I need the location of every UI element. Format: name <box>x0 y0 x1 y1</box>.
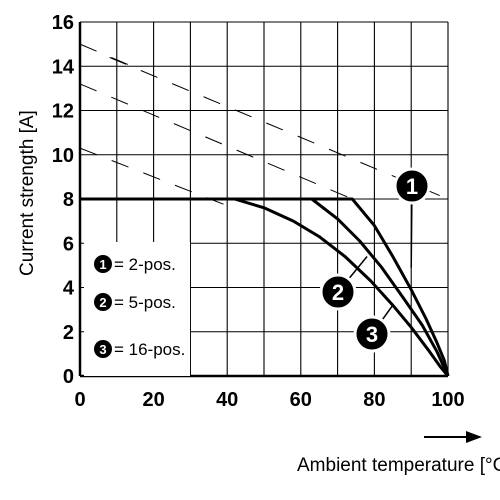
callout-number: 1 <box>406 174 418 199</box>
callout-badge-2 <box>319 273 357 311</box>
dashed-guide-line <box>79 83 353 200</box>
callout-number: 3 <box>366 322 378 347</box>
y-axis-title: Current strength [A] <box>17 110 38 276</box>
y-tick-label: 10 <box>52 145 74 167</box>
y-tick-label: 0 <box>63 366 74 388</box>
x-tick-label: 20 <box>142 389 164 411</box>
x-tick-labels: 0 20 40 60 80 100 <box>74 389 464 411</box>
legend-badge-2 <box>94 293 112 311</box>
y-tick-labels: 0 2 4 6 8 10 12 14 16 <box>52 12 75 388</box>
series-line-2 <box>80 197 450 377</box>
legend-badge-number: 1 <box>99 257 106 272</box>
legend-badge-1 <box>94 255 112 273</box>
curve-callouts: 1 23 <box>319 167 431 353</box>
x-tick-label: 40 <box>216 389 238 411</box>
legend: 1 = 2-pos. 2 = 5-pos. 3 = 16-pos. <box>84 242 190 376</box>
y-tick-label: 2 <box>63 322 74 344</box>
legend-label: = 16-pos. <box>114 340 185 359</box>
dashed-guide-line <box>109 56 449 200</box>
x-tick-label: 0 <box>74 389 85 411</box>
legend-badge-number: 2 <box>99 295 106 310</box>
y-tick-label: 12 <box>52 101 74 123</box>
legend-label: = 2-pos. <box>114 255 176 274</box>
callout-number: 2 <box>332 280 344 305</box>
legend-label: = 5-pos. <box>114 293 176 312</box>
x-axis-arrow <box>424 431 482 443</box>
dashed-guide-line <box>79 43 143 72</box>
legend-badge-number: 3 <box>99 342 106 357</box>
callout-badge-3 <box>353 315 391 353</box>
x-tick-label: 80 <box>363 389 385 411</box>
y-tick-label: 16 <box>52 12 74 34</box>
series-line-1 <box>80 197 450 377</box>
x-axis-title: Ambient temperature [°C] <box>297 455 500 476</box>
callout-badge-1 <box>393 167 431 205</box>
dashed-guide-line <box>79 147 228 207</box>
x-tick-label: 60 <box>290 389 312 411</box>
y-tick-label: 4 <box>63 278 75 300</box>
legend-badge-3 <box>94 340 112 358</box>
y-tick-label: 6 <box>63 233 74 255</box>
y-tick-label: 8 <box>63 189 74 211</box>
x-tick-label: 100 <box>431 389 464 411</box>
y-tick-label: 14 <box>52 56 75 78</box>
dashed-guide-lines <box>79 43 449 207</box>
